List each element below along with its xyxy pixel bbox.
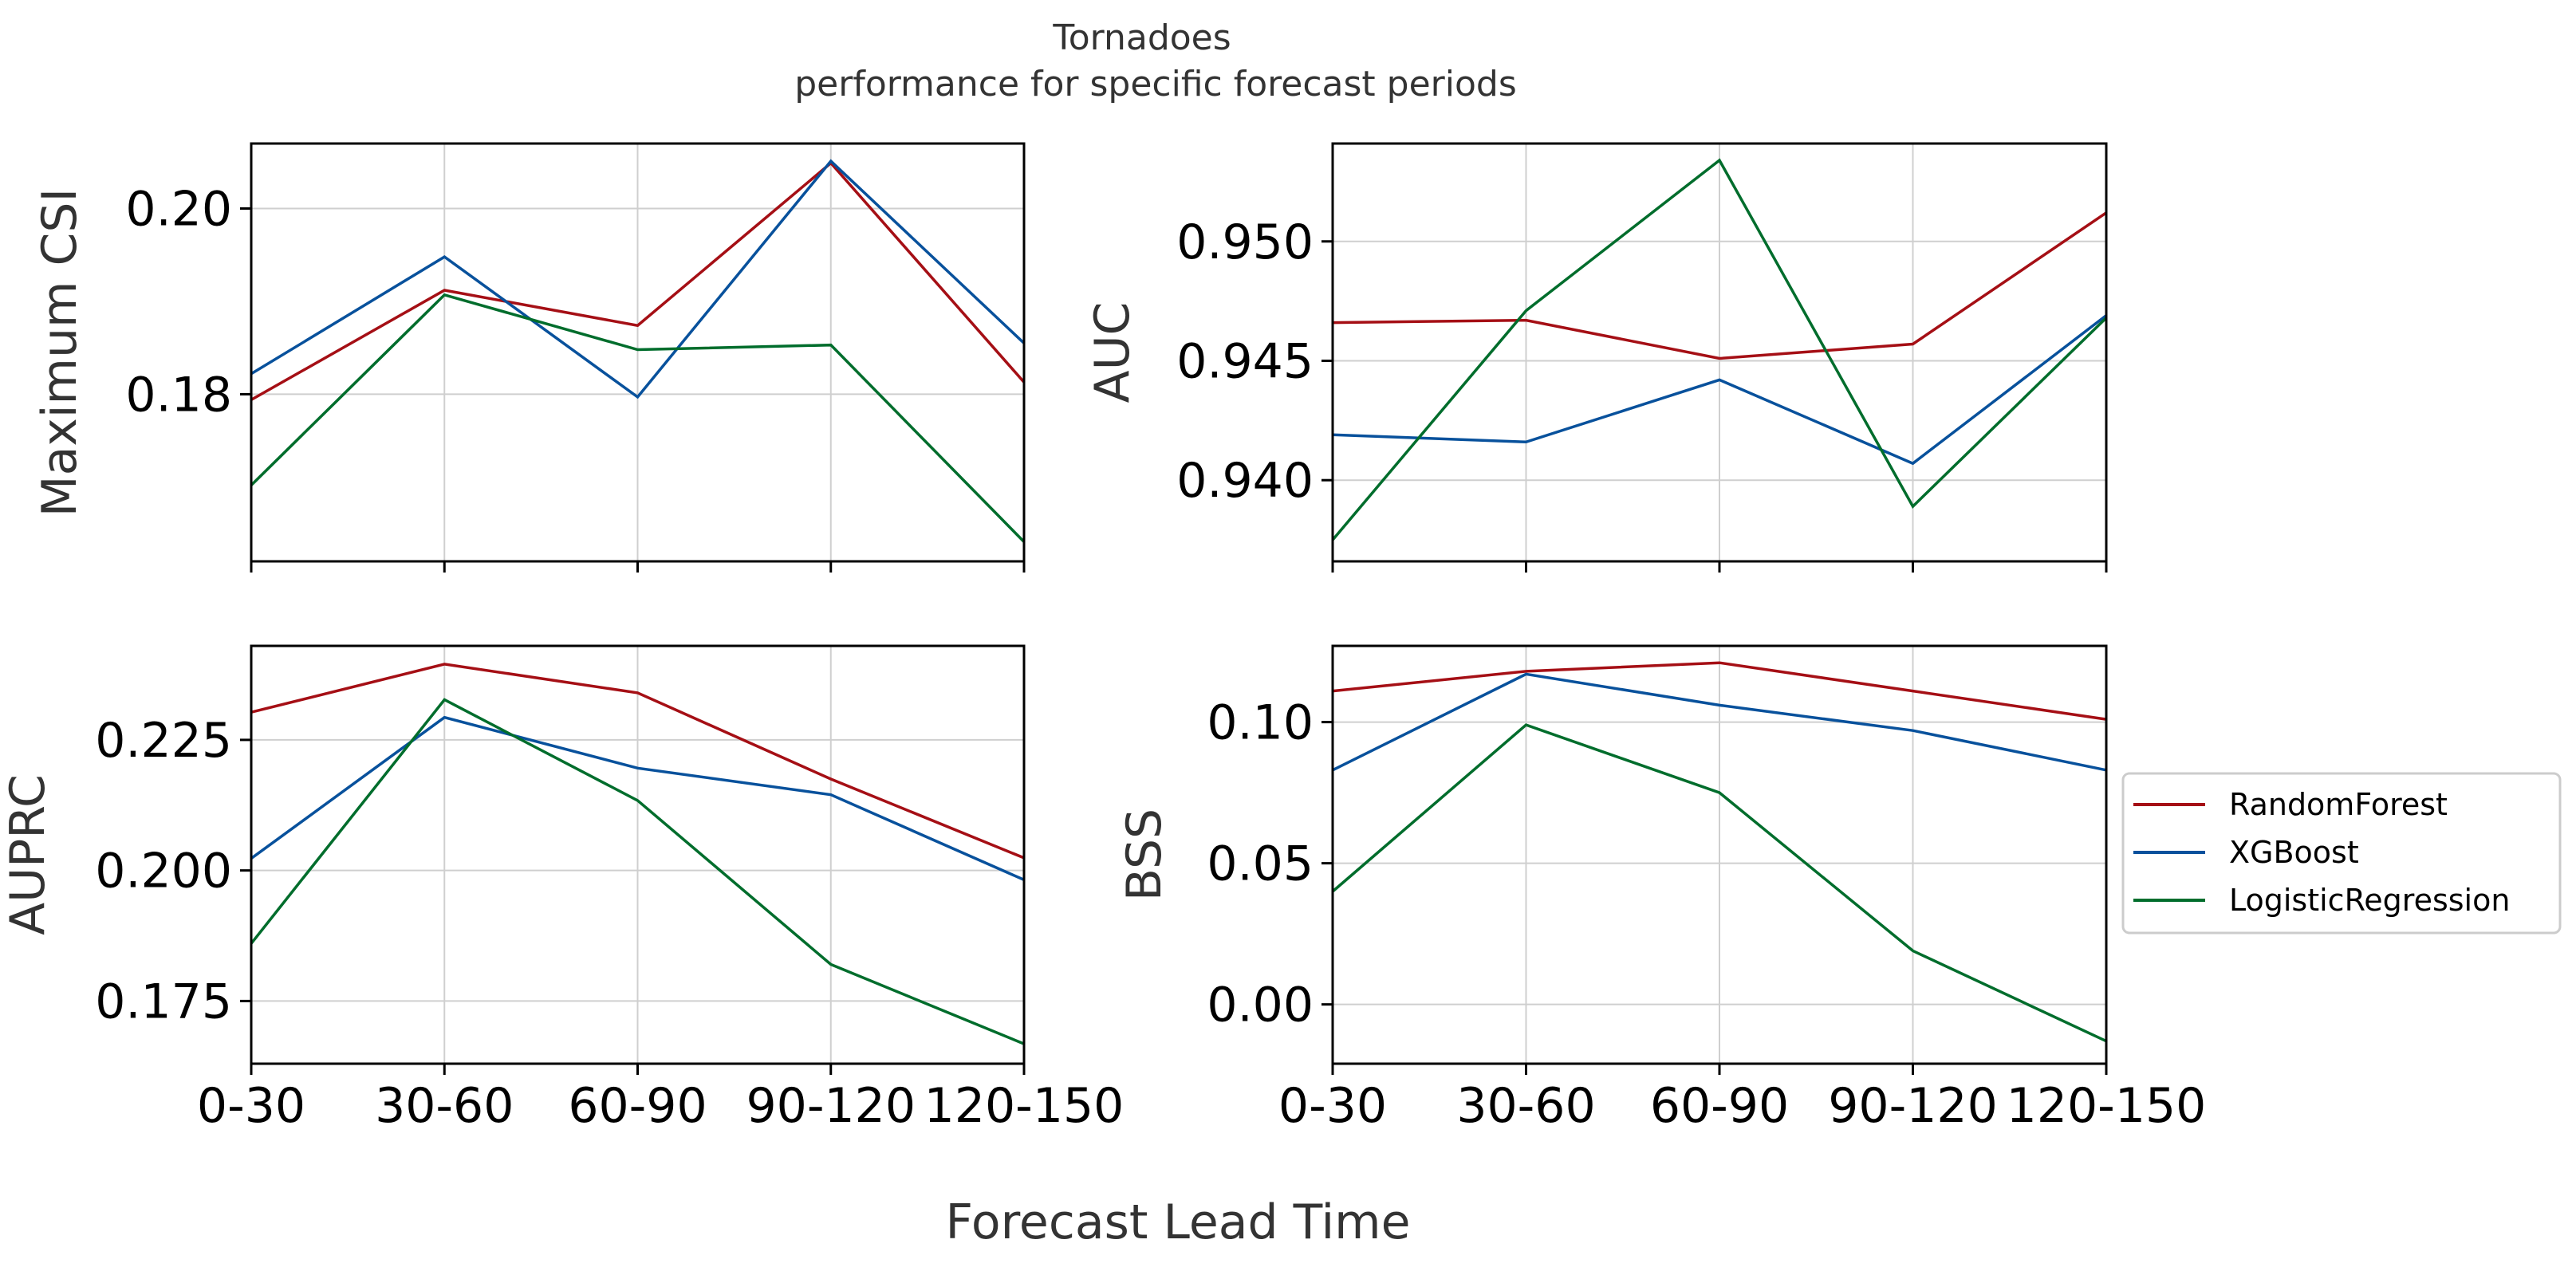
series-line-xgboost <box>1332 314 2108 466</box>
series-line-logisticregression <box>250 698 1025 1045</box>
y-tick-label-0-200: 0.200 <box>95 844 232 899</box>
x-axis-label: Forecast Lead Time <box>945 1194 1410 1250</box>
x-tick-label-0-30: 0-30 <box>197 1078 305 1134</box>
y-axis-label-bss: BSS <box>1117 809 1172 901</box>
y-tick-label-0-225: 0.225 <box>95 713 232 769</box>
x-tick-label-120-150: 120-150 <box>924 1078 1125 1134</box>
series-line-randomforest <box>1332 211 2107 360</box>
y-axis-label-auprc: AUPRC <box>0 774 56 935</box>
series-line-logisticregression <box>1331 723 2107 1043</box>
y-tick-label-0-20: 0.20 <box>125 182 232 238</box>
panel-auprc: 0-30 30-60 60-90 90-120 120-150 0.175 0.200 0.2… <box>0 644 1125 1134</box>
series-line-xgboost <box>250 159 1026 399</box>
y-tick-label-0-10: 0.10 <box>1207 695 1314 751</box>
panel-bss: 0-30 30-60 60-90 90-120 120-150 0.00 0.05 0.10 B… <box>1117 644 2207 1134</box>
x-tick-label-90-120: 90-120 <box>746 1078 916 1134</box>
panels: 0.18 0.20 Maximum CSI 0.940 0.945 0.950 AUC 0-3… <box>0 142 2207 1134</box>
series-line-xgboost <box>250 715 1025 882</box>
y-axis-label-maximum-csi: Maximum CSI <box>32 188 88 517</box>
y-tick-label-0-00: 0.00 <box>1207 978 1314 1033</box>
y-tick-label-0-945: 0.945 <box>1176 333 1314 389</box>
series-line-xgboost <box>1332 672 2107 772</box>
series-line-randomforest <box>250 161 1026 401</box>
x-tick-label-30-60: 30-60 <box>375 1078 514 1134</box>
series-line-randomforest <box>1332 661 2107 721</box>
x-tick-label-60-90: 60-90 <box>568 1078 707 1134</box>
panel-maximum-csi: 0.18 0.20 Maximum CSI <box>32 142 1026 573</box>
legend-label-xgboost: XGBoost <box>2229 835 2359 870</box>
series-line-logisticregression <box>250 293 1026 543</box>
y-tick-label-0-940: 0.940 <box>1176 453 1314 509</box>
y-axis-label-auc: AUC <box>1085 302 1140 403</box>
y-tick-label-0-05: 0.05 <box>1207 836 1314 892</box>
series-line-randomforest <box>250 663 1025 860</box>
legend-entries: RandomForest XGBoost LogisticRegression <box>2133 787 2510 918</box>
x-tick-label-60-90: 60-90 <box>1650 1078 1789 1134</box>
panel-auc: 0.940 0.945 0.950 AUC <box>1085 142 2108 573</box>
y-tick-label-0-175: 0.175 <box>95 974 232 1029</box>
series-line-logisticregression <box>1331 158 2108 541</box>
legend-frame <box>2121 772 2562 935</box>
figure-subtitle: performance for specific forecast period… <box>794 64 1517 104</box>
legend: RandomForest XGBoost LogisticRegression <box>2121 772 2562 935</box>
x-tick-label-120-150: 120-150 <box>2007 1078 2207 1134</box>
x-tick-label-90-120: 90-120 <box>1828 1078 1998 1134</box>
y-tick-label-0-18: 0.18 <box>125 367 232 423</box>
x-tick-label-0-30: 0-30 <box>1278 1078 1387 1134</box>
legend-label-randomforest: RandomForest <box>2229 787 2448 822</box>
x-tick-label-30-60: 30-60 <box>1456 1078 1595 1134</box>
y-tick-label-0-950: 0.950 <box>1176 214 1314 270</box>
figure-title: Tornadoes <box>1052 18 1231 58</box>
legend-label-logisticregression: LogisticRegression <box>2229 883 2510 918</box>
